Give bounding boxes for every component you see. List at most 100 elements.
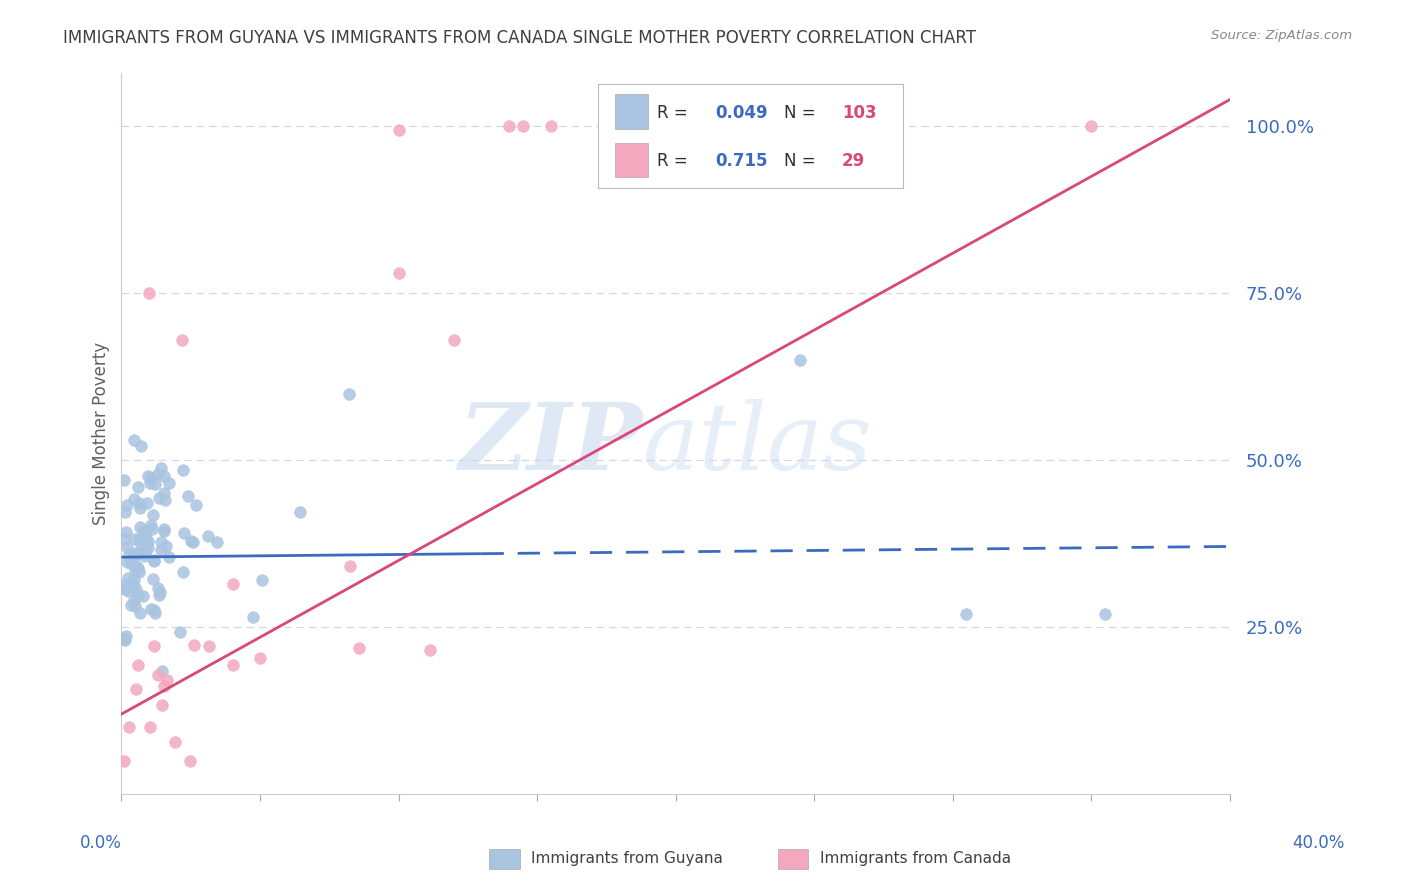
Point <box>157 475 180 490</box>
Point <box>120 576 142 591</box>
Point <box>127 480 149 494</box>
Point <box>125 546 148 560</box>
Point <box>153 469 176 483</box>
Point <box>179 754 201 768</box>
Point <box>153 524 176 538</box>
Point <box>149 585 172 599</box>
Point <box>155 539 177 553</box>
Point <box>117 547 139 561</box>
Point <box>124 563 146 577</box>
Point <box>173 525 195 540</box>
Point <box>114 632 136 647</box>
Text: N =: N = <box>785 103 821 121</box>
Text: 29: 29 <box>842 153 865 170</box>
Point <box>127 546 149 560</box>
Point <box>128 565 150 579</box>
Point <box>138 286 160 301</box>
Point <box>129 501 152 516</box>
Point <box>249 651 271 665</box>
Point <box>180 534 202 549</box>
Point <box>117 571 139 585</box>
Point <box>157 550 180 565</box>
Point <box>955 607 977 621</box>
Point <box>339 558 361 573</box>
Point <box>512 120 534 134</box>
Point <box>172 463 194 477</box>
Y-axis label: Single Mother Poverty: Single Mother Poverty <box>93 342 110 525</box>
Point <box>141 471 163 485</box>
Point <box>120 556 142 570</box>
Point <box>124 533 146 547</box>
Text: Source: ZipAtlas.com: Source: ZipAtlas.com <box>1212 29 1353 43</box>
Text: R =: R = <box>657 103 693 121</box>
Point <box>132 549 155 563</box>
Point <box>1080 120 1102 134</box>
Point <box>136 534 159 549</box>
Point <box>142 508 165 523</box>
Text: IMMIGRANTS FROM GUYANA VS IMMIGRANTS FROM CANADA SINGLE MOTHER POVERTY CORRELATI: IMMIGRANTS FROM GUYANA VS IMMIGRANTS FRO… <box>63 29 976 47</box>
Text: 40.0%: 40.0% <box>1292 834 1346 852</box>
Text: 103: 103 <box>842 103 876 121</box>
Point <box>127 561 149 575</box>
Point <box>117 720 139 734</box>
Point <box>112 632 135 647</box>
Point <box>122 433 145 447</box>
Point <box>115 499 138 513</box>
Point <box>183 638 205 652</box>
Point <box>347 640 370 655</box>
Point <box>150 664 173 678</box>
Point <box>1094 607 1116 621</box>
Point <box>153 522 176 536</box>
Point <box>148 588 170 602</box>
Point <box>134 546 156 560</box>
Point <box>143 477 166 491</box>
Point <box>117 584 139 599</box>
Point <box>149 535 172 549</box>
Point <box>156 673 179 688</box>
Point <box>128 532 150 546</box>
Point <box>139 518 162 533</box>
Point <box>143 554 166 568</box>
Point <box>120 554 142 568</box>
Point <box>242 610 264 624</box>
Point <box>114 582 136 596</box>
Point <box>129 439 152 453</box>
Point <box>122 574 145 588</box>
Point <box>114 505 136 519</box>
Point <box>148 491 170 505</box>
Point <box>498 120 520 134</box>
Point <box>112 754 135 768</box>
Point <box>337 386 360 401</box>
Point <box>153 679 176 693</box>
Point <box>128 606 150 620</box>
Point <box>125 559 148 574</box>
Text: R =: R = <box>657 153 693 170</box>
Point <box>129 520 152 534</box>
Text: 0.049: 0.049 <box>716 103 768 121</box>
Point <box>122 549 145 563</box>
Text: N =: N = <box>785 153 821 170</box>
Point <box>252 573 274 587</box>
Point <box>112 532 135 546</box>
Point <box>183 534 205 549</box>
Point <box>125 682 148 697</box>
Point <box>142 572 165 586</box>
Point <box>115 555 138 569</box>
Point <box>221 658 243 673</box>
Text: 0.715: 0.715 <box>716 153 768 170</box>
Point <box>138 541 160 555</box>
Point <box>132 524 155 539</box>
Point <box>135 524 157 538</box>
Point <box>146 581 169 595</box>
Point <box>152 486 174 500</box>
Point <box>128 496 150 510</box>
Point <box>184 499 207 513</box>
Point <box>127 588 149 602</box>
Point <box>540 120 562 134</box>
Point <box>143 639 166 653</box>
FancyBboxPatch shape <box>614 143 648 178</box>
Point <box>135 496 157 510</box>
Point <box>148 467 170 482</box>
Point <box>114 629 136 643</box>
Point <box>134 543 156 558</box>
